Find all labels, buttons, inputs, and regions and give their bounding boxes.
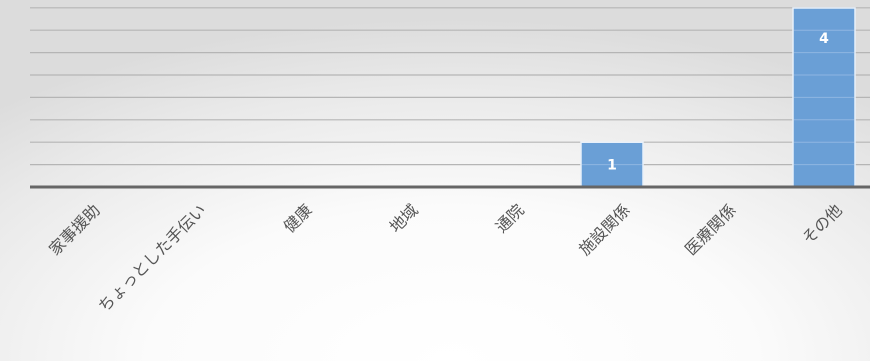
bars: 14 xyxy=(580,7,856,188)
tick-label-1: 家事援助 xyxy=(45,200,104,259)
tick-label-7: 医療関係 xyxy=(681,200,740,259)
tick-label-5: 通院 xyxy=(492,200,528,236)
data-label-6: 1 xyxy=(607,158,617,174)
tick-label-2: ちょっとした手伝い xyxy=(95,200,210,315)
tick-label-8: その他 xyxy=(798,200,845,247)
data-label-8: 4 xyxy=(819,31,829,47)
tick-label-3: 健康 xyxy=(280,200,316,236)
tick-label-4: 地域 xyxy=(386,200,422,236)
gridlines xyxy=(30,7,870,166)
tick-label-6: 施設関係 xyxy=(575,200,634,259)
